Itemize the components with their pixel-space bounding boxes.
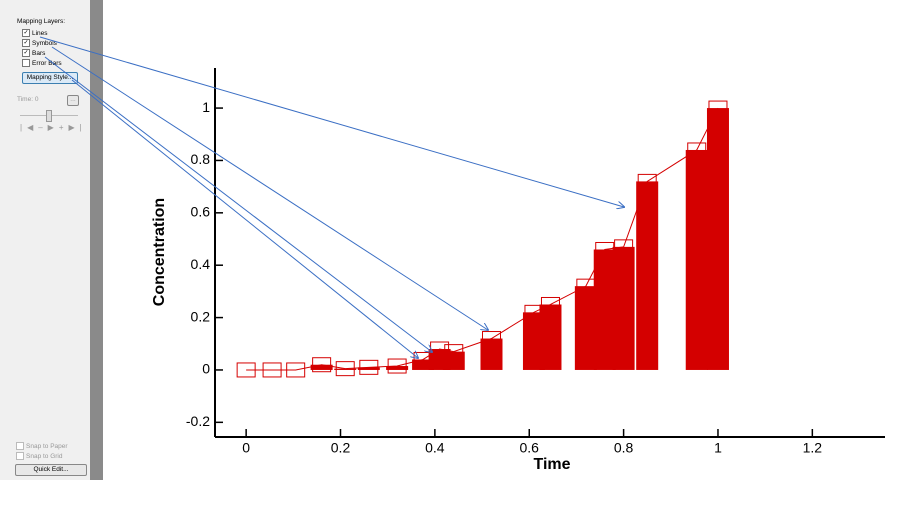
bar (334, 368, 357, 370)
symbol (576, 278, 596, 294)
y-tick-label: 0.4 (191, 256, 211, 272)
annotation-arrows (39, 36, 624, 358)
y-tick-label: 1 (202, 99, 210, 115)
y-tick-label: 0.6 (191, 204, 211, 220)
x-tick-label: 0.4 (425, 440, 445, 456)
time-label: Time: 0 (17, 96, 39, 103)
layer-row: ✓ Symbols (22, 39, 57, 47)
y-tick-label: -0.2 (186, 413, 210, 429)
snap-checkbox[interactable] (16, 452, 24, 460)
bar (480, 338, 503, 370)
quick-edit-button[interactable]: Quick Edit... (15, 464, 87, 476)
symbol (614, 239, 634, 255)
arrow (39, 36, 624, 207)
y-tick-label: 0.8 (191, 151, 211, 167)
snap-row: Snap to Grid (16, 452, 63, 460)
bar (412, 359, 435, 370)
layer-checkbox[interactable]: ✓ (22, 39, 30, 47)
symbol (413, 351, 433, 367)
bar (574, 286, 597, 370)
y-tick-label: 0.2 (191, 308, 211, 324)
x-tick-label: 0.2 (331, 440, 351, 456)
playback-controls[interactable]: |◀–▶+▶| (20, 123, 87, 132)
bar (386, 366, 409, 370)
y-tick-label: 0 (202, 361, 210, 377)
line (246, 107, 719, 371)
symbol (387, 358, 407, 374)
snap-label: Snap to Paper (26, 442, 68, 450)
symbol (335, 361, 355, 377)
layer-row: Error Bars (22, 59, 62, 67)
layer-label: Error Bars (32, 59, 62, 67)
bar (310, 364, 333, 370)
layer-row: ✓ Lines (22, 29, 48, 37)
time-button[interactable]: ... (67, 95, 79, 106)
arrow (51, 46, 488, 330)
slider-thumb[interactable] (46, 110, 52, 122)
bar (593, 249, 616, 370)
symbol (481, 331, 501, 347)
symbol (637, 173, 657, 189)
symbol (524, 304, 544, 320)
x-tick-label: 0.8 (614, 440, 634, 456)
bar (442, 351, 465, 370)
symbol (595, 241, 615, 257)
layer-checkbox[interactable]: ✓ (22, 49, 30, 57)
bar (539, 304, 562, 370)
layer-checkbox[interactable]: ✓ (22, 29, 30, 37)
layer-label: Bars (32, 49, 46, 57)
symbol (444, 344, 464, 360)
bar (706, 108, 729, 370)
snap-label: Snap to Grid (26, 452, 63, 460)
bar (636, 181, 659, 370)
y-axis-label: Concentration (151, 198, 168, 306)
symbol (262, 362, 282, 378)
snap-row: Snap to Paper (16, 442, 68, 450)
snap-checkbox[interactable] (16, 442, 24, 450)
x-tick-label: 0 (242, 440, 250, 456)
bar (357, 367, 380, 370)
symbol (236, 362, 256, 378)
layers-heading: Mapping Layers: (17, 18, 66, 25)
symbol (708, 100, 728, 116)
layer-row: ✓ Bars (22, 49, 45, 57)
symbol (540, 296, 560, 312)
layer-checkbox[interactable] (22, 59, 30, 67)
symbol (359, 359, 379, 375)
bar (612, 246, 635, 370)
symbol (286, 362, 306, 378)
symbol (687, 142, 707, 158)
arrow (71, 79, 418, 358)
x-tick-label: 1 (714, 440, 722, 456)
bar (685, 149, 708, 370)
arrow (44, 56, 432, 352)
mapping-style-button[interactable]: Mapping Style... (22, 72, 78, 84)
layer-label: Lines (32, 29, 48, 37)
x-tick-label: 0.6 (520, 440, 540, 456)
x-axis-label: Time (533, 456, 570, 473)
layer-label: Symbols (32, 39, 57, 47)
x-tick-label: 1.2 (803, 440, 823, 456)
symbol (312, 357, 332, 373)
bar (522, 312, 545, 370)
panel-divider (90, 0, 103, 480)
